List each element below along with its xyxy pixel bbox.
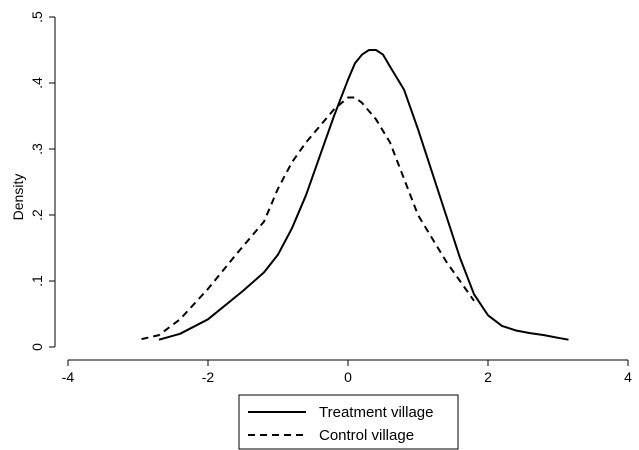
series-line-treatment-village xyxy=(158,49,569,341)
legend: Treatment village Control village xyxy=(238,394,459,450)
y-tick-label: .3 xyxy=(29,143,45,155)
y-tick-label: .1 xyxy=(29,275,45,287)
legend-box xyxy=(238,394,459,450)
x-tick-label: 4 xyxy=(624,369,632,385)
axes: -4 -2 0 2 4 0 .1 .2 .3 .4 .5 Density xyxy=(10,11,632,385)
series-lines xyxy=(141,49,569,341)
y-tick-label: .4 xyxy=(29,77,45,89)
legend-label: Control village xyxy=(319,427,414,444)
series-line-control-village xyxy=(141,96,475,341)
x-tick-label: 0 xyxy=(344,369,352,385)
x-tick-label: -2 xyxy=(202,369,215,385)
legend-label: Treatment village xyxy=(319,404,434,421)
y-tick-label: 0 xyxy=(29,343,45,351)
y-tick-label: .2 xyxy=(29,209,45,221)
y-tick-label: .5 xyxy=(29,11,45,23)
x-tick-label: -4 xyxy=(62,369,75,385)
x-tick-label: 2 xyxy=(484,369,492,385)
y-axis-title: Density xyxy=(10,174,26,221)
